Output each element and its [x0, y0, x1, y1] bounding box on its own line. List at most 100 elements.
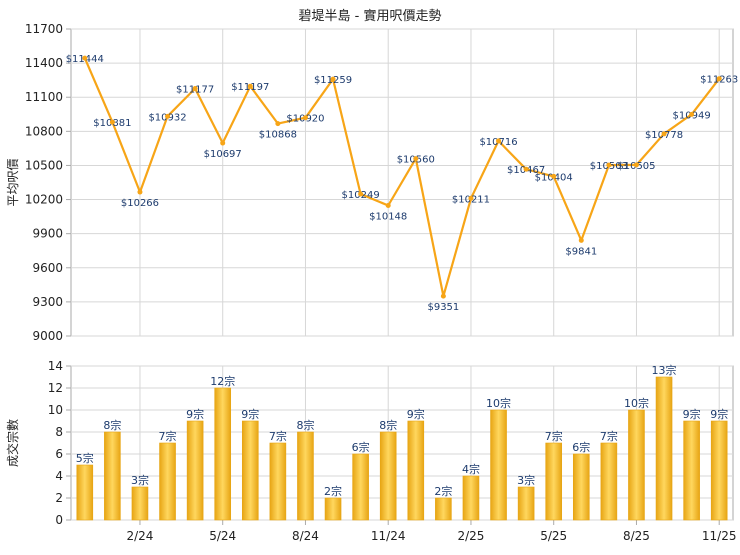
price-y-tick-label: 10200 [25, 193, 63, 207]
price-point [192, 85, 198, 91]
x-tick-label: 5/25 [540, 529, 567, 543]
volume-y-tick-label: 0 [55, 513, 63, 527]
volume-data-label: 6宗 [572, 440, 590, 454]
price-point [165, 113, 171, 119]
price-point [551, 173, 557, 179]
price-point [220, 140, 226, 146]
price-point [633, 162, 639, 168]
volume-data-label: 3宗 [131, 473, 149, 487]
price-data-label: $10868 [259, 130, 297, 141]
price-point [247, 83, 253, 89]
price-y-axis-label: 平均呎價 [6, 158, 20, 206]
price-point [496, 138, 502, 144]
volume-plot-area [70, 365, 734, 521]
x-tick-label: 5/24 [209, 529, 236, 543]
volume-bar [435, 497, 452, 521]
price-y-tick-label: 11100 [25, 90, 63, 104]
volume-bar [76, 464, 94, 521]
volume-bar [159, 442, 176, 521]
volume-y-tick-label: 12 [48, 381, 63, 395]
volume-bar [104, 431, 121, 521]
price-point [578, 237, 584, 243]
price-point [137, 189, 143, 195]
volume-y-tick-label: 2 [55, 491, 63, 505]
volume-data-label: 3宗 [517, 473, 535, 487]
volume-data-label: 4宗 [462, 462, 480, 476]
volume-data-label: 9宗 [683, 407, 701, 421]
price-point [385, 202, 391, 208]
volume-data-label: 2宗 [324, 484, 342, 498]
volume-bar [352, 453, 369, 521]
volume-data-label: 7宗 [545, 429, 563, 443]
price-point [413, 156, 419, 162]
price-point [330, 76, 336, 82]
volume-y-tick-label: 6 [55, 447, 63, 461]
price-point [661, 131, 667, 137]
volume-bar [490, 409, 507, 521]
volume-data-label: 7宗 [159, 429, 177, 443]
price-line-chart: 9000 9300 9600 9900 10200 10500 10800 11100 1140… [6, 22, 738, 343]
volume-data-label: 9宗 [710, 407, 728, 421]
volume-y-tick-label: 4 [55, 469, 63, 483]
x-tick-label: 11/25 [702, 529, 737, 543]
volume-bar [379, 431, 397, 521]
volume-bar [214, 387, 232, 521]
volume-data-label: 2宗 [434, 484, 452, 498]
volume-bar [324, 497, 342, 521]
chart-title: 碧堤半島 - 實用呎價走勢 [299, 8, 442, 24]
volume-y-axis-label: 成交宗數 [5, 419, 20, 467]
transaction-bar-chart: 0 2 4 6 8 10 12 14 2/24 5/24 8/24 11/24 2/25 5/25 8/25… [5, 359, 737, 543]
volume-bar [572, 453, 590, 521]
volume-data-label: 13宗 [652, 363, 677, 377]
volume-data-label: 8宗 [379, 418, 397, 432]
volume-bar [655, 376, 673, 521]
price-point [82, 55, 88, 61]
price-y-tick-label: 9000 [32, 329, 63, 343]
volume-data-label: 8宗 [296, 418, 314, 432]
volume-bar [186, 420, 204, 521]
volume-bar [241, 420, 259, 521]
price-point [716, 76, 722, 82]
price-point [275, 121, 281, 127]
volume-data-label: 7宗 [269, 429, 287, 443]
price-y-tick-label: 11400 [25, 56, 63, 70]
volume-data-label: 7宗 [600, 429, 618, 443]
price-point [358, 191, 364, 197]
x-tick-label: 2/25 [457, 529, 484, 543]
volume-data-label: 9宗 [241, 407, 259, 421]
price-point [468, 195, 474, 201]
volume-data-label: 6宗 [352, 440, 370, 454]
price-y-tick-label: 9900 [32, 227, 63, 241]
volume-y-tick-label: 10 [48, 403, 63, 417]
price-data-label: $9351 [427, 302, 459, 313]
volume-data-label: 9宗 [407, 407, 425, 421]
volume-data-label: 5宗 [76, 451, 94, 465]
x-tick-label: 2/24 [126, 529, 153, 543]
x-tick-label: 11/24 [371, 529, 406, 543]
price-point [689, 111, 695, 117]
volume-bar [683, 420, 700, 521]
volume-data-label: 10宗 [624, 396, 649, 410]
volume-bar [462, 475, 480, 521]
volume-y-tick-label: 8 [55, 425, 63, 439]
volume-bar [545, 442, 563, 521]
price-point [440, 293, 446, 299]
volume-bar [407, 420, 425, 521]
price-point [606, 162, 612, 168]
price-data-label: $10266 [121, 198, 159, 209]
volume-bar [710, 420, 728, 521]
price-point [523, 166, 529, 172]
price-y-tick-label: 9300 [32, 295, 63, 309]
volume-bar [269, 442, 287, 521]
volume-bar [297, 431, 314, 521]
price-point [109, 119, 115, 125]
volume-data-label: 10宗 [486, 396, 511, 410]
volume-data-label: 8宗 [103, 418, 121, 432]
price-data-label: $10697 [204, 149, 242, 160]
price-y-tick-label: 11700 [25, 22, 63, 36]
price-y-tick-label: 10800 [25, 124, 63, 138]
volume-data-label: 12宗 [210, 374, 235, 388]
price-data-label: $9841 [565, 246, 597, 257]
